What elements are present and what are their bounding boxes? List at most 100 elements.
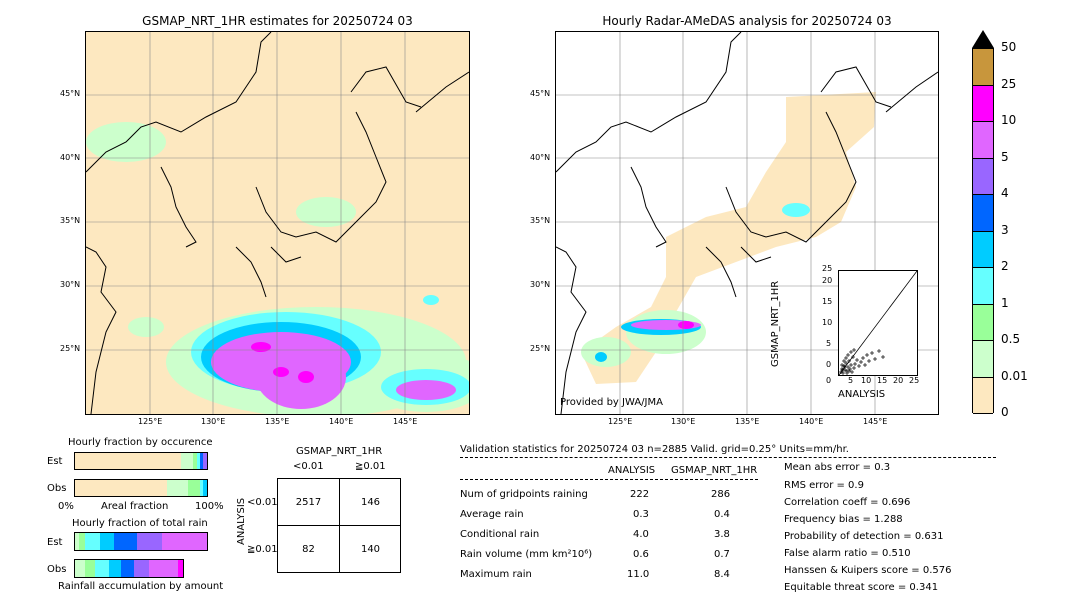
score-mae: Mean abs error = 0.3 bbox=[784, 462, 891, 473]
validation-row-analysis: 11.0 bbox=[627, 569, 650, 580]
right-lat-25: 25°N bbox=[530, 344, 551, 353]
colorbar-segment bbox=[973, 49, 993, 86]
score-bias: Frequency bias = 1.288 bbox=[784, 514, 903, 525]
validation-row-label: Average rain bbox=[460, 509, 524, 520]
contingency-row-axis: ANALYSIS bbox=[236, 497, 247, 545]
scatter-xtick-10: 10 bbox=[861, 376, 872, 385]
score-corr: Correlation coeff = 0.696 bbox=[784, 497, 911, 508]
validation-row-analysis: 0.3 bbox=[633, 509, 649, 520]
contingency-cell-tp: 140 bbox=[360, 544, 381, 555]
right-lon-125: 125°E bbox=[608, 417, 633, 426]
left-lat-25: 25°N bbox=[60, 344, 81, 353]
scatter-xtick-0: 0 bbox=[826, 376, 832, 385]
scatter-xtick-25: 25 bbox=[909, 376, 920, 385]
left-grid bbox=[86, 32, 469, 414]
colorbar-label: 50 bbox=[1001, 40, 1017, 54]
validation-row-label: Num of gridpoints raining bbox=[460, 489, 588, 500]
colorbar-extend-arrow bbox=[972, 30, 994, 48]
score-ets: Equitable threat score = 0.341 bbox=[784, 582, 939, 593]
occurrence-bar-est bbox=[74, 452, 208, 470]
right-lon-145: 145°E bbox=[863, 417, 888, 426]
colorbar-segment bbox=[973, 231, 993, 268]
right-lat-40: 40°N bbox=[530, 153, 551, 162]
validation-col-analysis: ANALYSIS bbox=[608, 465, 656, 476]
left-map-canvas bbox=[86, 32, 469, 414]
colorbar-label: 10 bbox=[1001, 113, 1017, 127]
colorbar-label: 2 bbox=[1001, 259, 1009, 273]
scatter-ylabel: GSMAP_NRT_1HR bbox=[770, 280, 781, 367]
colorbar-segment bbox=[973, 268, 993, 305]
score-far: False alarm ratio = 0.510 bbox=[784, 548, 911, 559]
right-lon-130: 130°E bbox=[671, 417, 696, 426]
colorbar-segment bbox=[973, 377, 993, 414]
right-map-title: Hourly Radar-AMeDAS analysis for 2025072… bbox=[602, 14, 892, 28]
left-map bbox=[85, 31, 470, 415]
colorbar-label: 0 bbox=[1001, 405, 1009, 419]
colorbar-label: 3 bbox=[1001, 222, 1009, 237]
left-lon-145: 145°E bbox=[393, 417, 418, 426]
right-lat-30: 30°N bbox=[530, 280, 551, 289]
left-lon-140: 140°E bbox=[329, 417, 354, 426]
total-title: Hourly fraction of total rain bbox=[72, 518, 208, 529]
scatter-xtick-15: 15 bbox=[877, 376, 888, 385]
left-lon-130: 130°E bbox=[201, 417, 226, 426]
occurrence-axis-mid: Areal fraction bbox=[101, 501, 169, 512]
right-map: Provided by JWA/JMA bbox=[555, 31, 939, 415]
occurrence-row-obs: Obs bbox=[47, 483, 67, 494]
right-lon-135: 135°E bbox=[735, 417, 760, 426]
validation-row-gsmap: 8.4 bbox=[714, 569, 730, 580]
occurrence-row-est: Est bbox=[47, 456, 63, 467]
contingency-row-lt: <0.01 bbox=[247, 497, 278, 508]
occurrence-bar-obs bbox=[74, 479, 208, 497]
contingency-cell-fp: 146 bbox=[360, 497, 381, 508]
contingency-title: GSMAP_NRT_1HR bbox=[296, 446, 383, 457]
colorbar-segment bbox=[973, 85, 993, 122]
validation-row-gsmap: 0.7 bbox=[714, 549, 730, 560]
validation-col-rule bbox=[460, 479, 758, 480]
colorbar-segment bbox=[973, 158, 993, 195]
scatter-plot bbox=[838, 270, 918, 376]
validation-col-gsmap: GSMAP_NRT_1HR bbox=[671, 465, 758, 476]
right-coastline bbox=[556, 32, 938, 414]
left-lat-35: 35°N bbox=[60, 216, 81, 225]
colorbar-label: 0.01 bbox=[1001, 368, 1028, 383]
scatter-ytick-0: 0 bbox=[826, 360, 832, 369]
left-lon-135: 135°E bbox=[265, 417, 290, 426]
scatter-ytick-5: 5 bbox=[826, 339, 832, 348]
colorbar-label: 0.5 bbox=[1001, 332, 1021, 346]
colorbar bbox=[972, 48, 994, 414]
left-lat-45: 45°N bbox=[60, 89, 81, 98]
right-lat-35: 35°N bbox=[530, 216, 551, 225]
right-lon-140: 140°E bbox=[799, 417, 824, 426]
left-rain-field bbox=[86, 122, 469, 414]
validation-row-label: Maximum rain bbox=[460, 569, 532, 580]
scatter-xtick-20: 20 bbox=[893, 376, 904, 385]
colorbar-label: 25 bbox=[1001, 76, 1017, 91]
colorbar-label: 1 bbox=[1001, 295, 1009, 310]
contingency-row-ge: ≧0.01 bbox=[247, 544, 278, 555]
right-radar-coverage bbox=[581, 92, 876, 384]
score-rmse: RMS error = 0.9 bbox=[784, 480, 864, 491]
validation-row-label: Conditional rain bbox=[460, 529, 540, 540]
left-lat-30: 30°N bbox=[60, 280, 81, 289]
validation-row-label: Rain volume (mm km²10⁶) bbox=[460, 549, 593, 560]
colorbar-label: 4 bbox=[1001, 186, 1009, 200]
colorbar-segment bbox=[973, 341, 993, 378]
total-row-est: Est bbox=[47, 537, 63, 548]
scatter-xlabel: ANALYSIS bbox=[838, 389, 886, 400]
occurrence-title: Hourly fraction by occurence bbox=[68, 437, 213, 448]
contingency-col-ge: ≧0.01 bbox=[355, 461, 386, 472]
scatter-ytick-15: 15 bbox=[822, 297, 833, 306]
validation-row-analysis: 4.0 bbox=[633, 529, 649, 540]
validation-header: Validation statistics for 20250724 03 n=… bbox=[460, 444, 849, 455]
total-row-obs: Obs bbox=[47, 564, 67, 575]
left-lat-40: 40°N bbox=[60, 153, 81, 162]
contingency-cell-tn: 2517 bbox=[295, 497, 322, 508]
contingency-table: 2517 146 82 140 bbox=[277, 478, 401, 573]
scatter-ytick-10: 10 bbox=[822, 318, 833, 327]
validation-row-gsmap: 286 bbox=[711, 489, 731, 500]
validation-row-analysis: 222 bbox=[630, 489, 650, 500]
scatter-xtick-5: 5 bbox=[848, 376, 854, 385]
score-hk: Hanssen & Kuipers score = 0.576 bbox=[784, 565, 952, 576]
contingency-col-lt: <0.01 bbox=[293, 461, 324, 472]
